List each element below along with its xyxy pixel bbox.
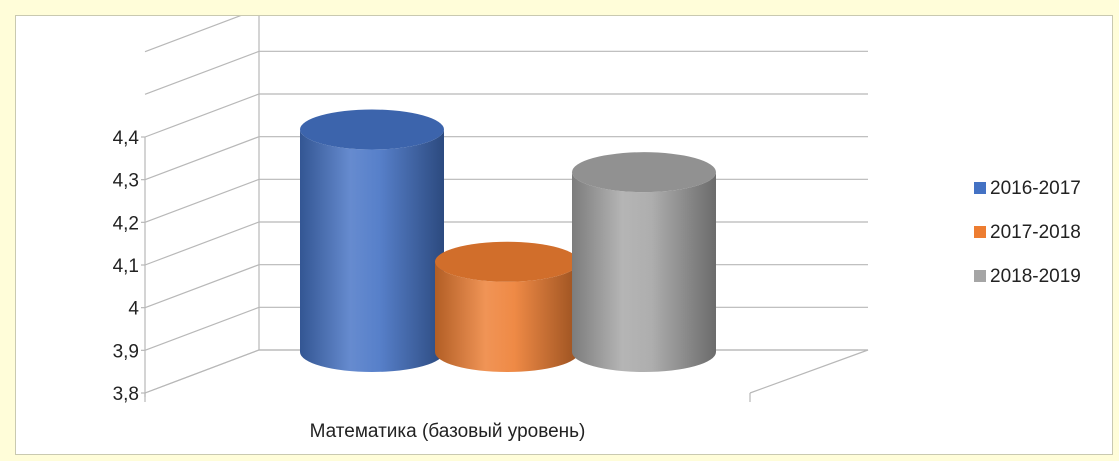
y-tick-label: 4,3 [113,171,139,192]
gridline [144,178,868,223]
gridline [144,136,868,181]
gridlines [144,8,868,394]
legend: 2016-2017 2017-2018 2018-2019 [974,178,1081,287]
legend-swatch [974,226,986,238]
legend-swatch [974,270,986,282]
chart-area: 3,8 3,9 4 4,1 4,2 4,3 4,4 Математика (базовый … [15,8,1113,455]
legend-label: 2018-2019 [990,266,1081,287]
gridline [144,8,868,53]
bar-2017-2018 [435,261,579,372]
bars [300,109,716,372]
y-tick-label: 3,9 [113,341,139,362]
y-tick-label: 4,1 [113,256,139,277]
bar-top-2018-2019 [572,152,716,193]
chart-svg: 3,8 3,9 4 4,1 4,2 4,3 4,4 Математика (базовый … [113,8,1081,442]
bar-top-2016-2017 [300,109,444,150]
bar-2018-2019 [572,172,716,372]
bar-top-2017-2018 [435,241,579,282]
y-tick-label: 4 [128,299,139,320]
y-axis: 3,8 3,9 4 4,1 4,2 4,3 4,4 [113,128,146,405]
gridline [144,93,868,138]
legend-label: 2017-2018 [990,222,1081,243]
x-axis: Математика (базовый уровень) [144,393,751,442]
y-tick-label: 3,8 [113,384,139,405]
x-category-label: Математика (базовый уровень) [310,421,586,442]
legend-label: 2016-2017 [990,178,1081,199]
gridline [144,50,868,95]
legend-swatch [974,182,986,194]
y-tick-label: 4,2 [113,213,139,234]
bar-2016-2017 [300,129,444,372]
y-tick-label: 4,4 [113,128,140,149]
